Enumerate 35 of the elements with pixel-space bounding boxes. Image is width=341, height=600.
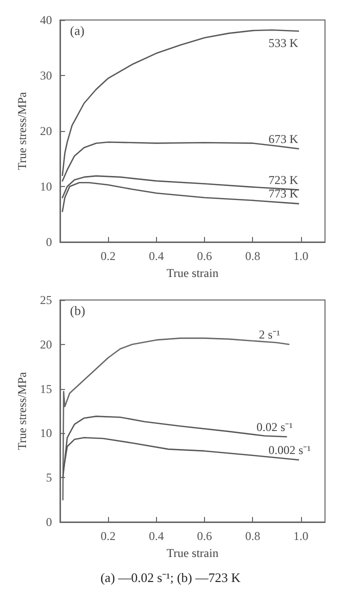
y-tick-label: 5 — [46, 470, 52, 485]
text: (a) —0.02 s⁻¹; (b) —723 K — [100, 570, 242, 585]
x-axis-title: True strain — [166, 546, 218, 560]
x-tick-label: 0.4 — [148, 249, 164, 263]
y-tick-label: 25 — [40, 293, 52, 307]
series-label: 0.002 s⁻¹ — [268, 442, 312, 457]
series-label: 723 K — [268, 172, 298, 187]
y-axis-title: True stress/MPa — [15, 91, 29, 170]
x-tick-label: 0.8 — [245, 529, 260, 543]
y-tick-label: 15 — [40, 382, 52, 396]
x-tick-label: 0.2 — [100, 529, 116, 543]
y-tick-label: 20 — [40, 337, 52, 352]
annotation: (b) — [70, 303, 86, 318]
x-tick-label: 0.2 — [100, 249, 116, 263]
x-tick-label: 0.6 — [197, 249, 212, 263]
x-tick-label: 0.4 — [148, 529, 164, 543]
series-label: 2 s⁻¹ — [258, 327, 281, 342]
x-tick-label: 0.6 — [197, 529, 212, 543]
y-tick-label: 10 — [40, 426, 52, 440]
x-tick-label: 1.0 — [293, 529, 308, 543]
y-tick-label: 40 — [40, 13, 52, 27]
x-axis-title: True strain — [166, 266, 218, 280]
y-tick-label: 0 — [46, 515, 52, 529]
y-axis-title: True stress/MPa — [15, 371, 29, 450]
y-tick-label: 0 — [46, 235, 52, 249]
y-tick-label: 30 — [40, 68, 52, 82]
x-tick-label: 0.8 — [245, 249, 260, 263]
annotation: (a) — [70, 23, 84, 38]
y-tick-label: 20 — [40, 124, 52, 138]
series-label: 533 K — [268, 36, 298, 50]
series-label: 773 K — [268, 186, 298, 201]
series-label: 0.02 s⁻¹ — [256, 420, 294, 434]
series-label: 673 K — [268, 132, 298, 146]
x-tick-label: 1.0 — [293, 249, 308, 263]
y-tick-label: 10 — [40, 180, 52, 194]
